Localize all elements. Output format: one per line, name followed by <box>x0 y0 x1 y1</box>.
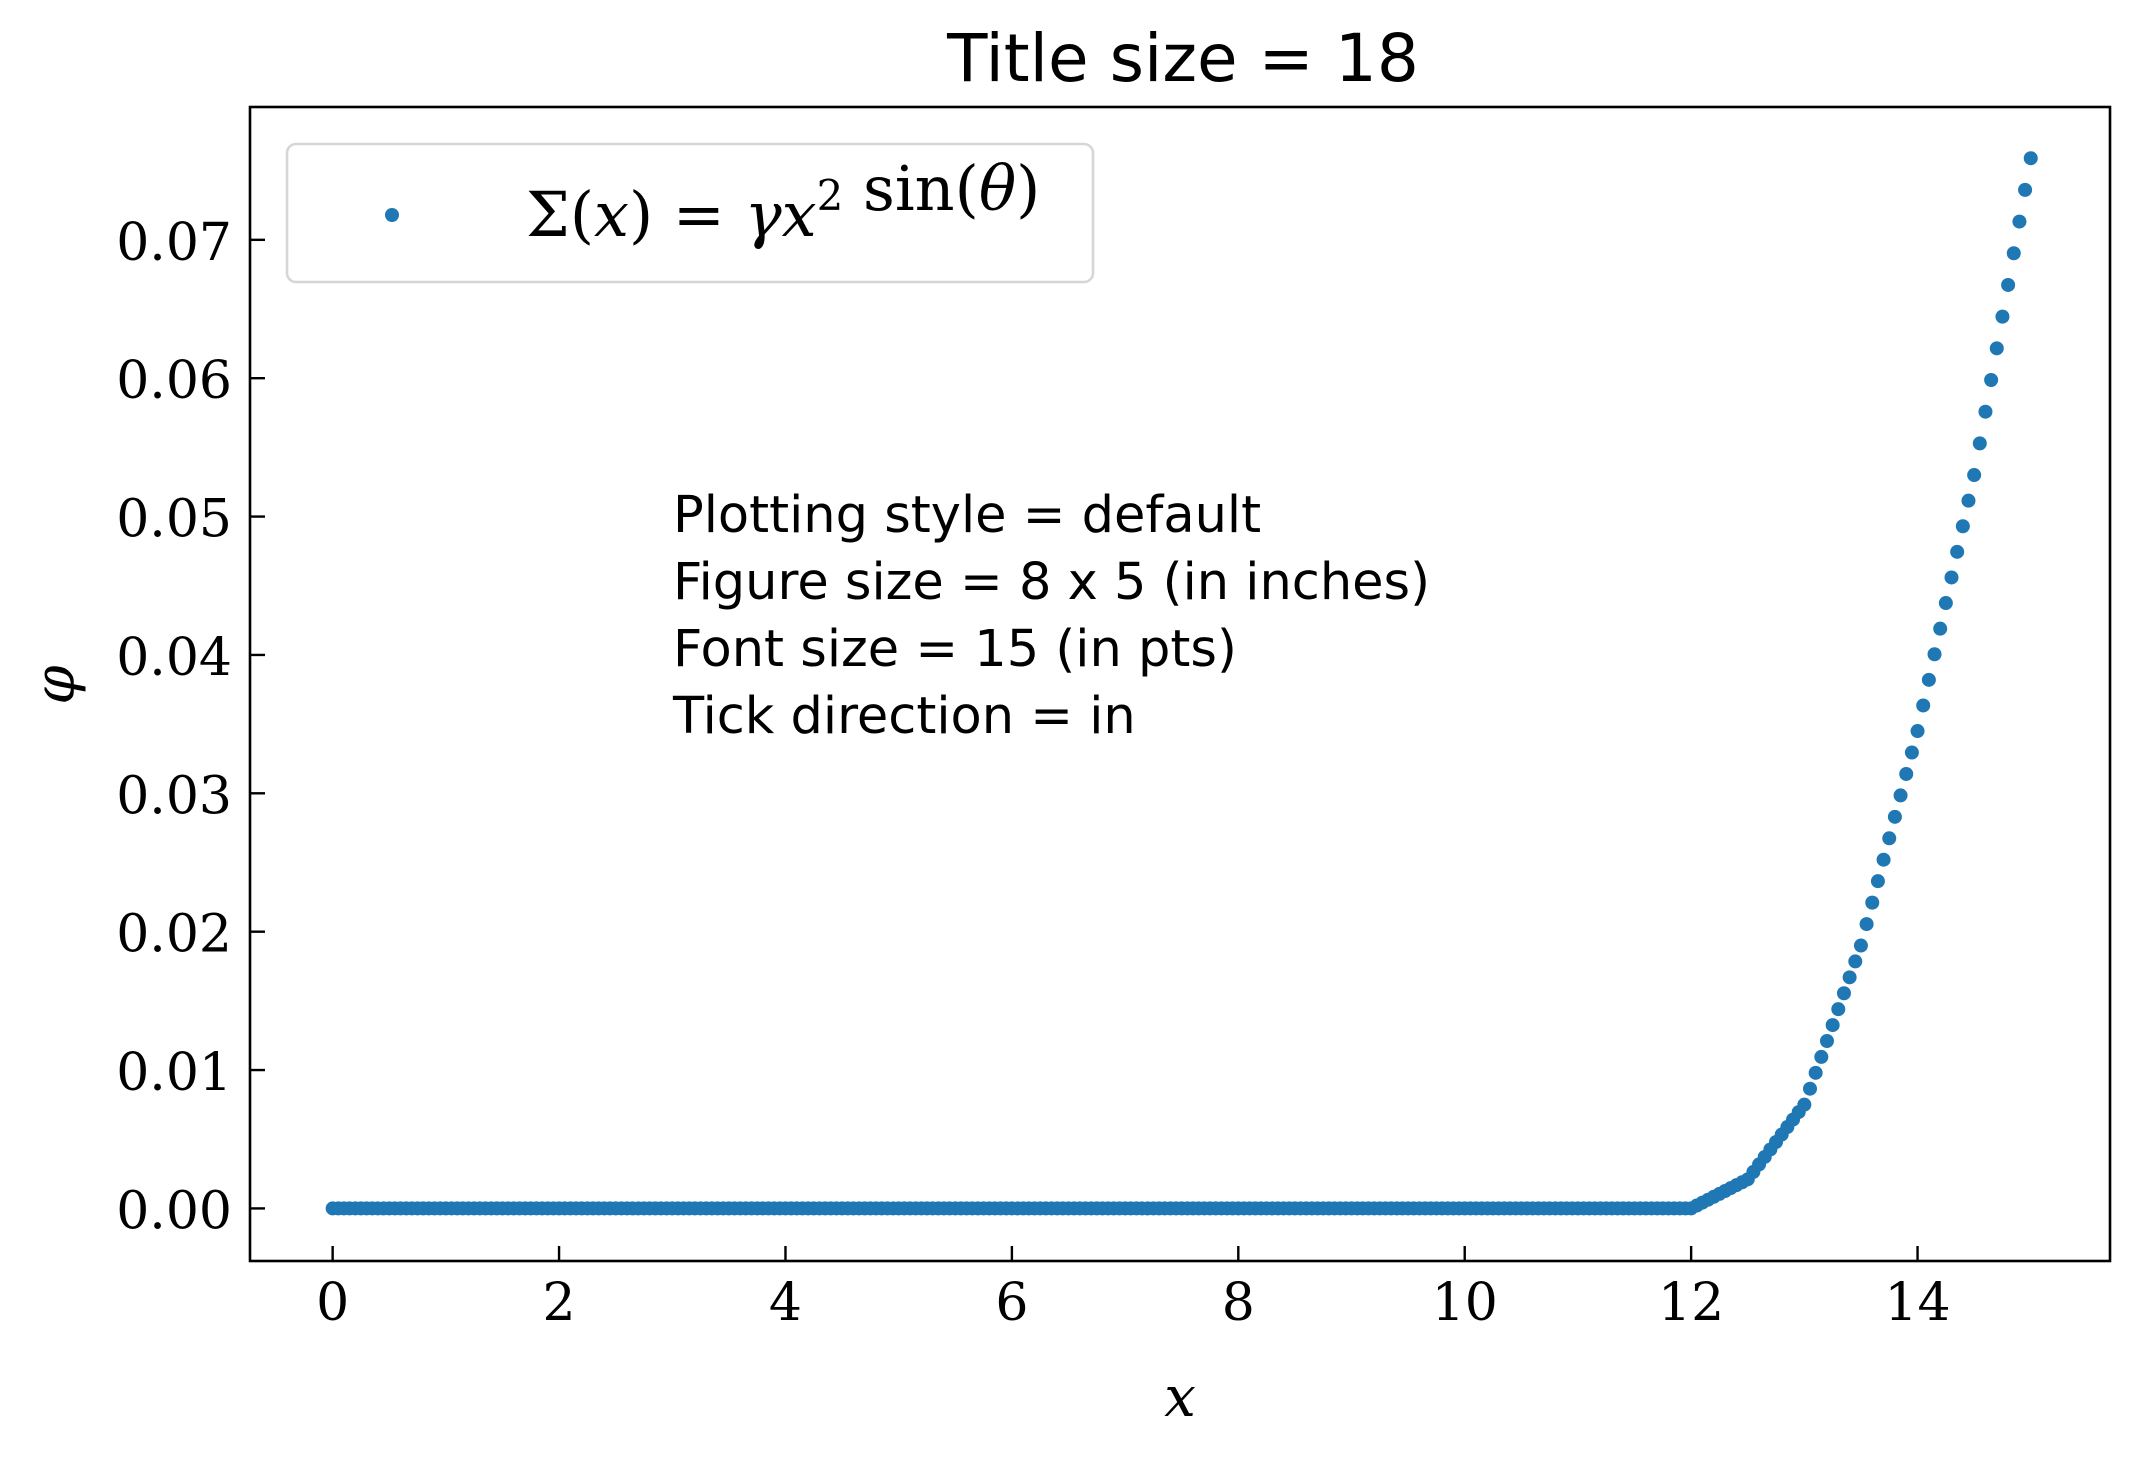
data-point <box>1797 1097 1812 1112</box>
data-point <box>1825 1018 1840 1033</box>
data-point <box>1944 570 1959 585</box>
data-point <box>1927 647 1942 662</box>
legend-label-part: γx <box>745 178 817 251</box>
legend-label-part: x <box>594 178 629 251</box>
data-point <box>1808 1065 1823 1080</box>
data-point <box>1972 436 1987 451</box>
legend-label-part: 2 <box>817 171 844 220</box>
data-point <box>1819 1033 1834 1048</box>
data-point <box>1916 698 1931 713</box>
data-point <box>1921 672 1936 687</box>
data-point <box>1859 917 1874 932</box>
data-point <box>1933 621 1948 636</box>
legend-marker-icon <box>385 208 399 222</box>
y-axis-ticks: 0.00 0.01 0.02 0.03 0.04 0.05 0.06 0.07 <box>116 213 265 1241</box>
data-point <box>1989 341 2004 356</box>
data-point <box>1950 544 1965 559</box>
data-point <box>1910 724 1925 739</box>
x-tick-label: 4 <box>769 1273 802 1333</box>
data-point <box>1882 831 1897 846</box>
data-point <box>1967 468 1982 483</box>
data-point <box>1899 766 1914 781</box>
annotation-line-tick-direction: Tick direction = in <box>672 687 1136 746</box>
scatter-series <box>325 151 2038 1216</box>
data-point <box>2012 214 2027 229</box>
data-point <box>1831 1002 1846 1017</box>
legend: Σ(x) = γx2 sin(θ) <box>285 142 1095 284</box>
annotation-block: Plotting style = default Figure size = 8… <box>672 486 1430 746</box>
data-point <box>1803 1081 1817 1096</box>
legend-label: Σ(x) = γx2 sin(θ) <box>526 152 1040 251</box>
data-point <box>1865 895 1880 910</box>
data-point <box>1842 970 1857 985</box>
y-tick-label: 0.02 <box>116 905 232 965</box>
data-point <box>2023 151 2038 166</box>
data-point <box>1814 1049 1829 1064</box>
data-point <box>1904 745 1919 760</box>
data-point <box>1876 852 1891 867</box>
chart-title: Title size = 18 <box>946 20 1419 97</box>
data-point <box>1984 373 1999 387</box>
data-point <box>1955 519 1970 534</box>
x-tick-label: 14 <box>1884 1273 1950 1333</box>
y-tick-label: 0.04 <box>116 628 232 688</box>
plot-area <box>248 105 2112 1263</box>
data-point <box>1938 596 1953 611</box>
x-tick-label: 2 <box>543 1273 576 1333</box>
annotation-line-plotting-style: Plotting style = default <box>673 486 1261 545</box>
data-point <box>1995 309 2010 324</box>
legend-label-part: ) <box>1016 152 1040 225</box>
x-axis-label: x <box>1164 1365 1196 1430</box>
data-point <box>2018 182 2033 197</box>
data-point <box>1870 874 1885 889</box>
data-point <box>1887 809 1902 824</box>
legend-label-part: θ <box>979 152 1016 225</box>
legend-label-part: Σ( <box>526 178 594 251</box>
annotation-line-figure-size: Figure size = 8 x 5 (in inches) <box>673 553 1430 612</box>
legend-label-part: sin( <box>843 152 978 225</box>
y-tick-label: 0.05 <box>116 490 232 550</box>
y-tick-label: 0.07 <box>116 213 232 273</box>
data-point <box>2006 246 2021 261</box>
x-tick-label: 8 <box>1222 1273 1255 1333</box>
x-tick-label: 0 <box>316 1273 349 1333</box>
legend-label-part: ) = <box>629 178 745 251</box>
y-tick-label: 0.01 <box>116 1043 232 1103</box>
x-tick-label: 6 <box>995 1273 1028 1333</box>
data-point <box>1853 938 1868 953</box>
y-tick-label: 0.06 <box>116 351 232 411</box>
y-axis-label: φ <box>23 665 88 704</box>
y-tick-label: 0.03 <box>116 766 232 826</box>
x-axis-ticks: 0 2 4 6 8 10 12 14 <box>316 1246 1951 1333</box>
legend-box <box>285 142 1095 284</box>
y-tick-label: 0.00 <box>116 1181 232 1241</box>
data-point <box>1978 404 1993 419</box>
data-point <box>1893 788 1908 803</box>
annotation-line-font-size: Font size = 15 (in pts) <box>673 620 1237 679</box>
data-point <box>1836 986 1851 1001</box>
data-point <box>1961 493 1976 508</box>
x-tick-label: 12 <box>1658 1273 1724 1333</box>
data-point <box>2001 277 2016 292</box>
x-tick-label: 10 <box>1432 1273 1498 1333</box>
data-point <box>1848 954 1863 969</box>
